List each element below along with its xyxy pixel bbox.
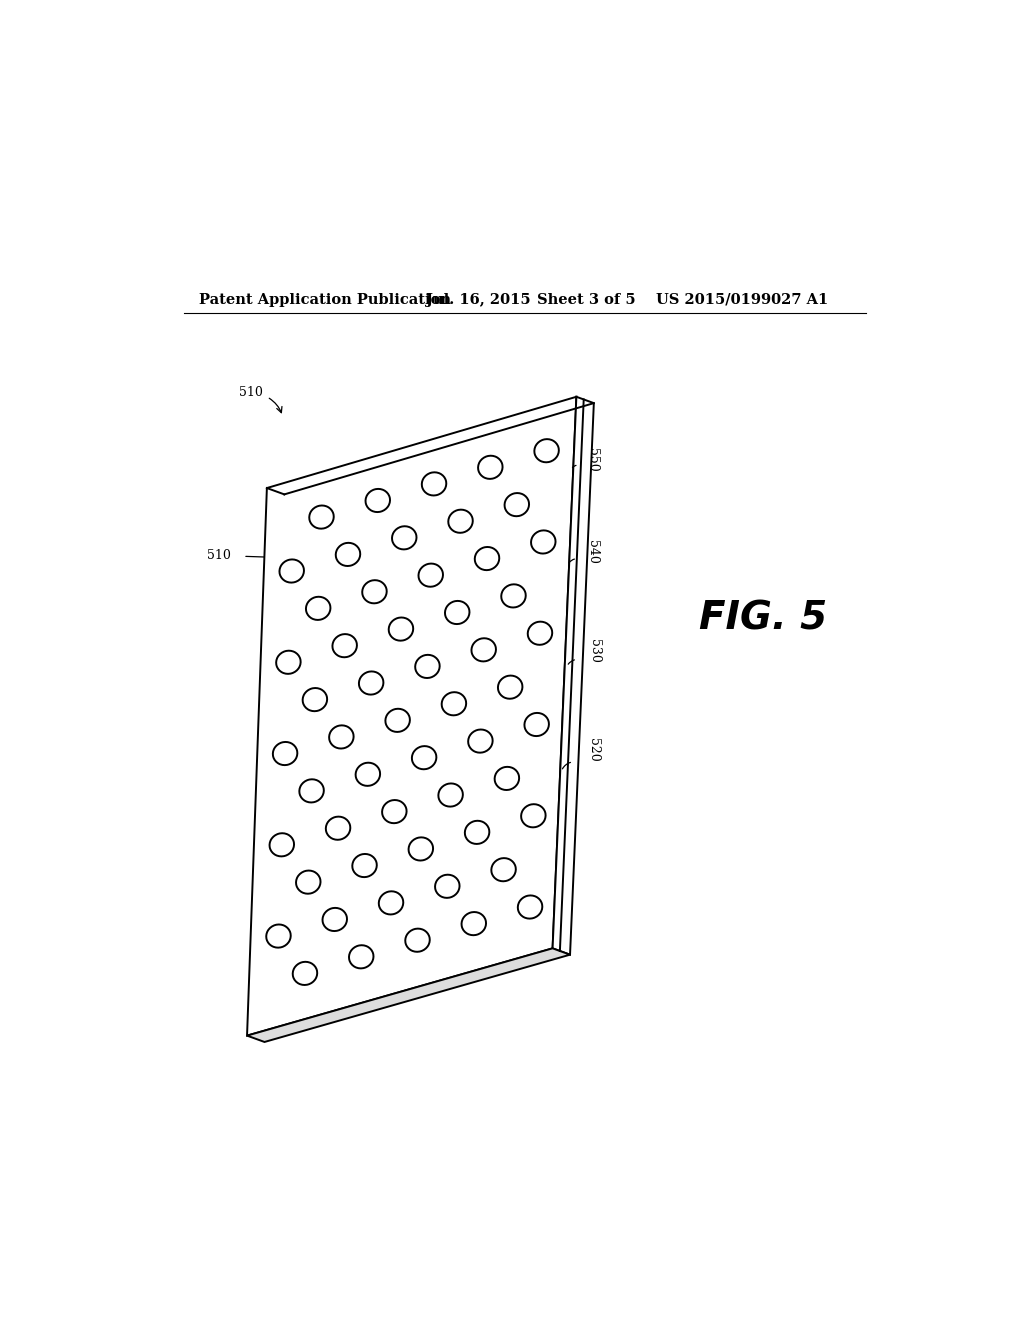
Text: FIG. 5: FIG. 5: [698, 601, 827, 638]
Text: 530: 530: [588, 639, 601, 663]
Text: 520: 520: [587, 738, 600, 762]
Text: US 2015/0199027 A1: US 2015/0199027 A1: [655, 293, 828, 308]
Text: 510: 510: [207, 549, 231, 562]
Text: Jul. 16, 2015: Jul. 16, 2015: [426, 293, 530, 308]
Polygon shape: [247, 948, 570, 1041]
Text: Sheet 3 of 5: Sheet 3 of 5: [537, 293, 635, 308]
Text: 540: 540: [586, 540, 599, 564]
Text: 510: 510: [239, 387, 263, 400]
Text: 550: 550: [586, 449, 599, 473]
Polygon shape: [247, 397, 577, 1036]
Text: Patent Application Publication: Patent Application Publication: [200, 293, 452, 308]
Polygon shape: [553, 397, 594, 954]
